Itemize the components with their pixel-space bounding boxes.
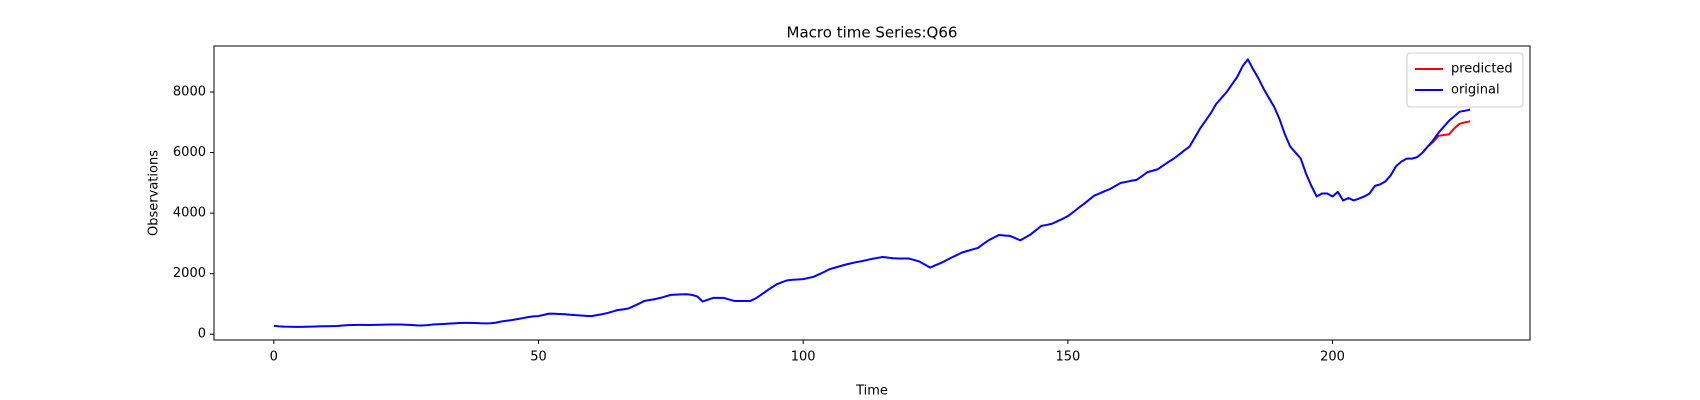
chart-title: Macro time Series:Q66 bbox=[787, 24, 958, 42]
x-axis-label: Time bbox=[855, 384, 888, 399]
y-tick-label: 2000 bbox=[173, 266, 206, 281]
y-tick-label: 8000 bbox=[173, 85, 206, 100]
legend-box bbox=[1406, 52, 1524, 108]
line-series bbox=[1421, 120, 1471, 154]
x-tick-label: 0 bbox=[270, 350, 278, 365]
legend-label: predicted bbox=[1451, 62, 1513, 77]
line-series bbox=[273, 58, 1471, 328]
y-tick-label: 0 bbox=[198, 327, 206, 342]
plot-frame bbox=[213, 45, 1531, 341]
y-tick-label: 4000 bbox=[173, 206, 206, 221]
y-axis-label: Observations bbox=[147, 150, 162, 236]
x-tick-label: 50 bbox=[530, 350, 547, 365]
x-tick-label: 150 bbox=[1055, 350, 1080, 365]
x-tick-label: 200 bbox=[1320, 350, 1345, 365]
legend-label: original bbox=[1451, 83, 1500, 98]
x-tick-label: 100 bbox=[791, 350, 816, 365]
y-tick-label: 6000 bbox=[173, 145, 206, 160]
